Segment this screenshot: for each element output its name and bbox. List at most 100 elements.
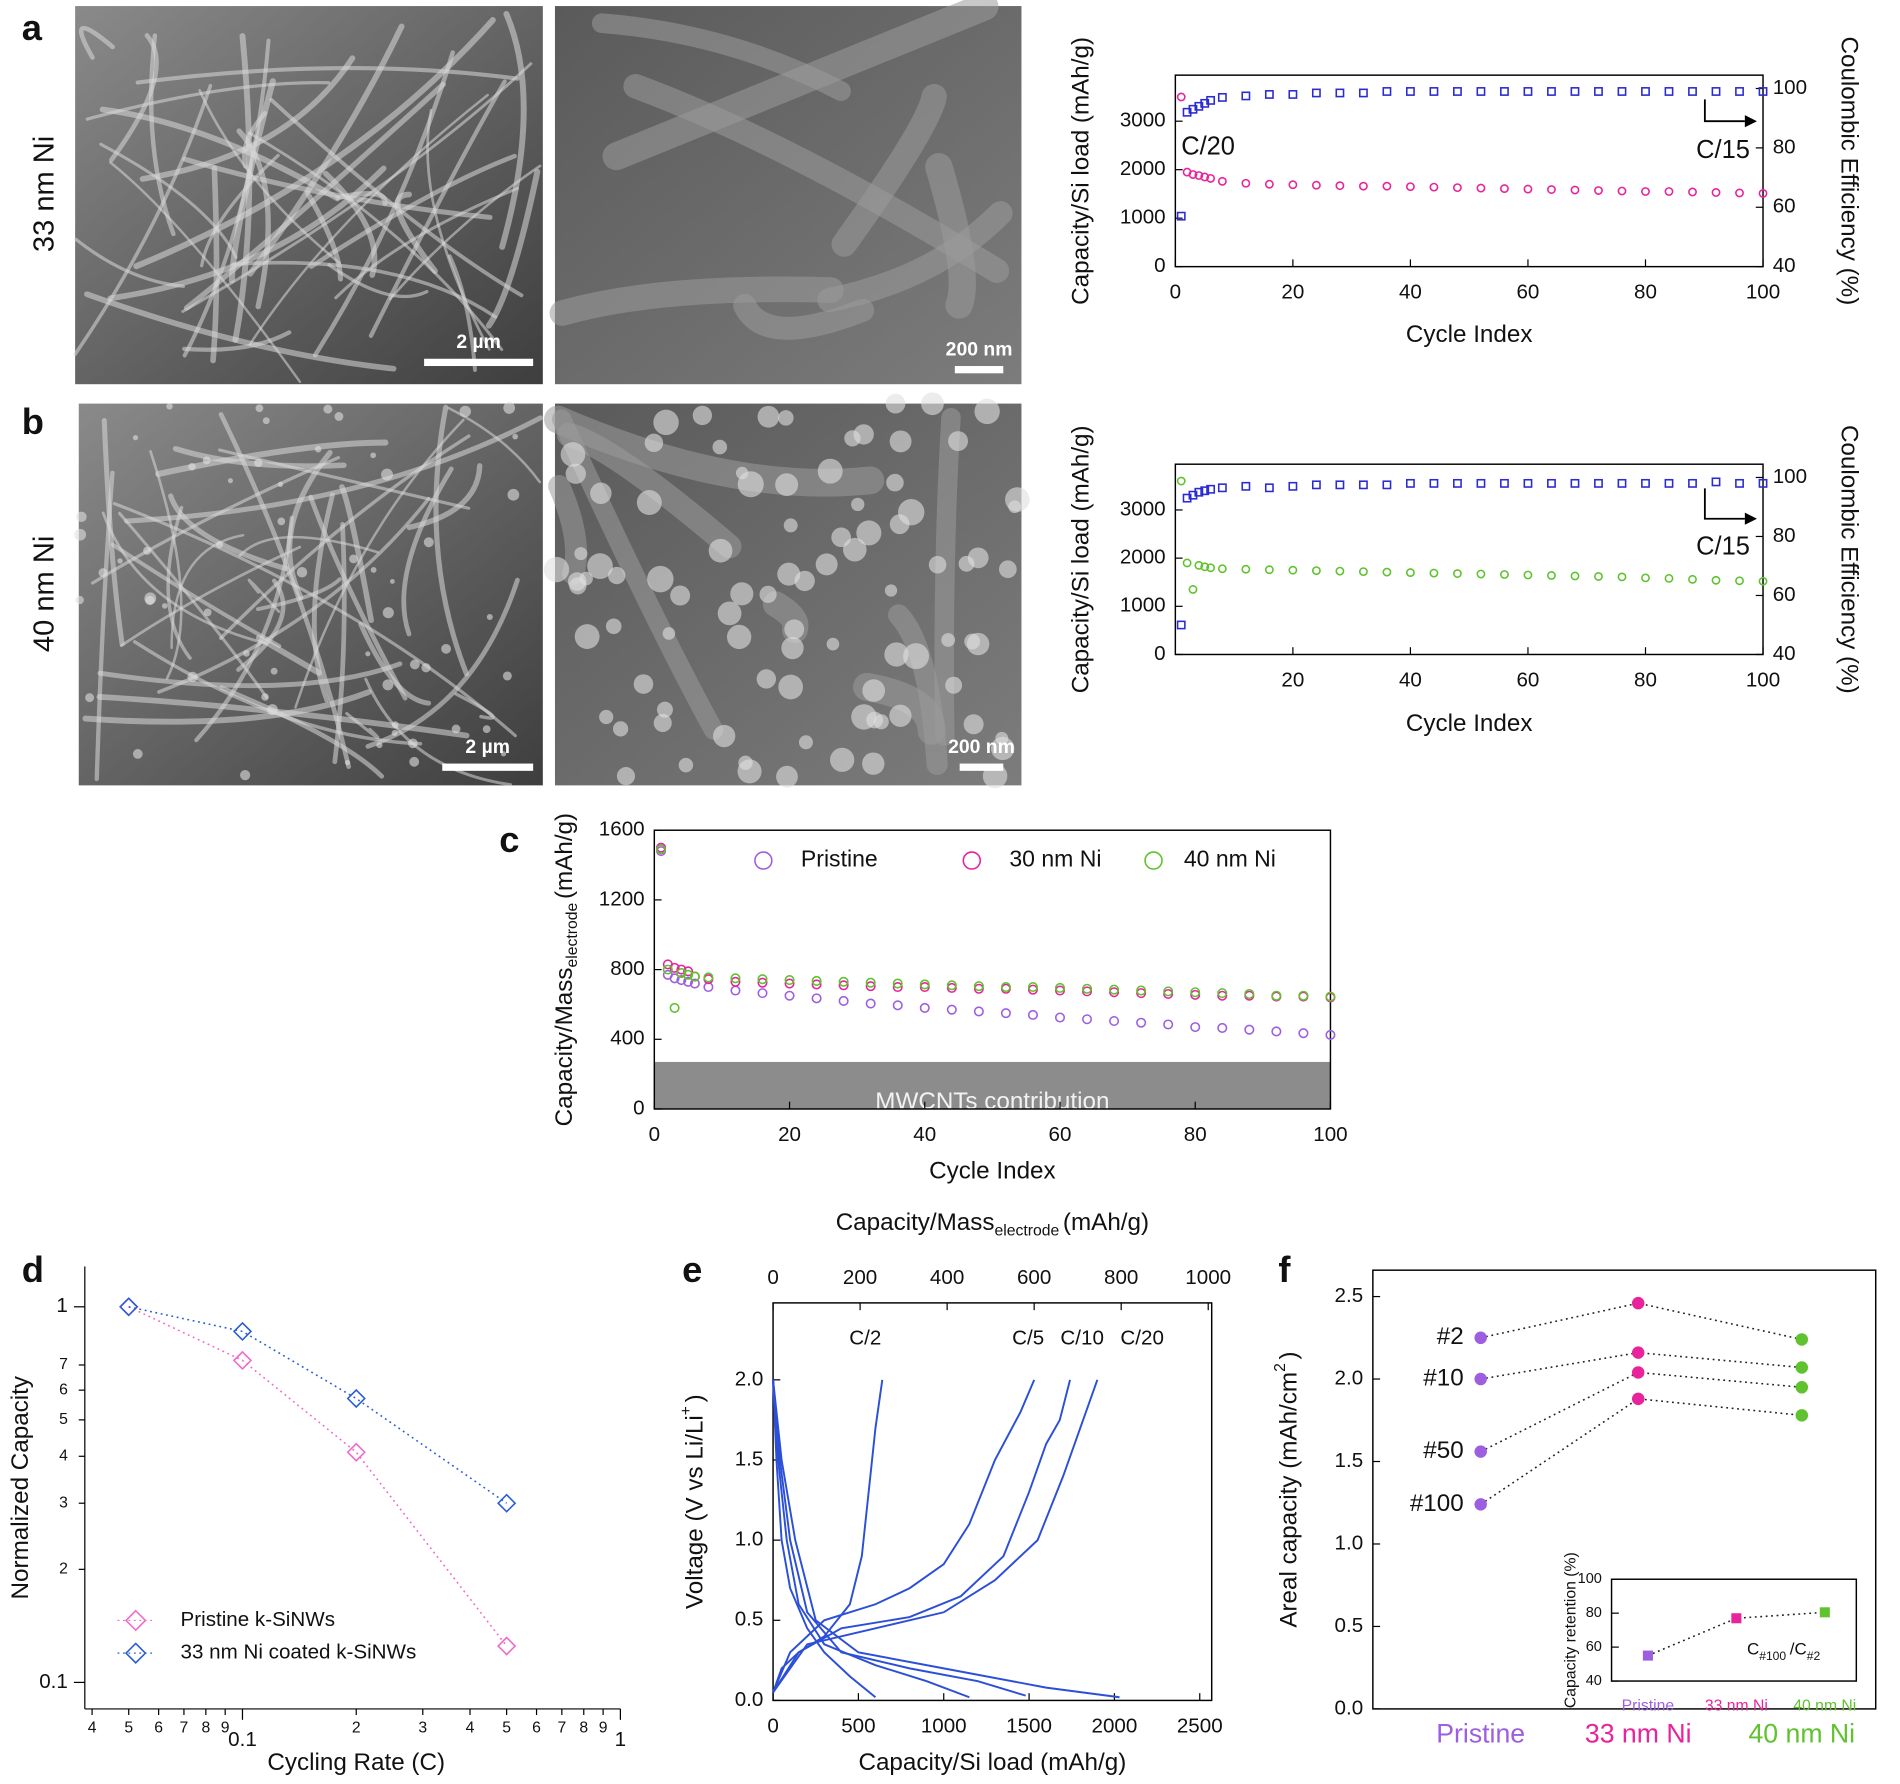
marker <box>703 972 714 983</box>
particle <box>314 446 322 453</box>
fibre <box>345 711 380 740</box>
particle <box>726 624 752 650</box>
particle <box>75 595 84 605</box>
particle <box>636 490 662 515</box>
x-tick-label: 60 <box>1516 669 1539 692</box>
series-label: #2 <box>1437 1323 1464 1350</box>
particle <box>277 517 286 526</box>
particle <box>958 555 975 572</box>
particle <box>277 481 284 487</box>
series-line <box>128 1306 508 1504</box>
y-tick-label: 1600 <box>599 818 645 841</box>
marker <box>1594 87 1603 96</box>
marker <box>1382 181 1392 191</box>
y-axis-title: Areal capacity (mAh/cm2) <box>1272 1351 1303 1627</box>
particle <box>712 439 728 455</box>
marker <box>1617 186 1627 196</box>
marker <box>1190 987 1201 998</box>
marker <box>1711 477 1721 487</box>
particle <box>188 463 196 471</box>
sem-texture <box>73 0 1030 789</box>
rate-arrow <box>1703 488 1745 520</box>
x-tick-label: 2000 <box>1092 1715 1138 1738</box>
fibre <box>110 542 282 649</box>
marker <box>1217 988 1228 999</box>
fibre <box>183 81 446 311</box>
fibre <box>107 165 387 302</box>
fibre <box>73 83 213 357</box>
y-tick-label: 400 <box>610 1027 644 1050</box>
particle <box>783 518 798 533</box>
marker <box>730 973 741 984</box>
fibre <box>135 66 520 85</box>
marker <box>919 979 930 990</box>
particle <box>215 541 224 549</box>
y-tick-label: 1.5 <box>1335 1449 1364 1472</box>
marker <box>676 964 687 975</box>
x-tick-label: 500 <box>841 1715 875 1738</box>
panel-letter: d <box>22 1249 44 1290</box>
fibre <box>334 186 519 300</box>
legend-label: 33 nm Ni coated k-SiNWs <box>181 1641 417 1664</box>
marker <box>1547 571 1556 580</box>
x2-tick-label: 600 <box>1017 1266 1051 1289</box>
marker <box>1217 92 1227 102</box>
particle <box>482 725 491 734</box>
x-axis-title: Cycle Index <box>1406 321 1533 348</box>
series-line <box>128 1306 508 1647</box>
fibre <box>322 170 378 278</box>
particle <box>605 618 622 635</box>
marker <box>1217 176 1227 186</box>
marker <box>1453 87 1462 96</box>
y-axis-title-part: Areal capacity (mAh/cm <box>1276 1372 1303 1628</box>
y2-axis-title: Coulombic Efficiency (%) <box>1835 37 1862 306</box>
x-tick-label: 0 <box>767 1715 778 1738</box>
panel-letter: a <box>22 7 43 48</box>
particle <box>344 759 351 766</box>
marker <box>1523 184 1533 194</box>
marker <box>1405 182 1415 192</box>
marker <box>1325 1029 1336 1040</box>
marker <box>1335 181 1345 191</box>
marker <box>1311 566 1321 576</box>
y-axis-title: Capacity retention (%) <box>1563 1552 1580 1708</box>
x2-axis-title-part: electrode <box>995 1223 1060 1240</box>
marker <box>1641 87 1650 96</box>
x2-axis-title: Capacity/Masselectrode (mAh/g) <box>836 1210 1149 1240</box>
particle <box>757 405 780 428</box>
marker <box>1054 1012 1066 1023</box>
y2-axis-title: Coulombic Efficiency (%) <box>1835 425 1862 694</box>
particle <box>713 724 736 748</box>
marker <box>1264 483 1274 493</box>
marker <box>1735 478 1744 488</box>
particle <box>889 704 912 727</box>
plot-frame <box>1174 74 1764 268</box>
y-axis-title-part: Voltage (V vs Li/Li <box>682 1415 709 1609</box>
marker <box>1325 991 1336 1002</box>
particle <box>240 770 251 781</box>
scale-bar-label: 2 µm <box>456 331 501 353</box>
marker <box>1453 183 1462 193</box>
particle <box>370 452 377 459</box>
fibre <box>247 23 405 277</box>
x-tick-label: 4 <box>88 1719 97 1736</box>
particle <box>323 404 333 414</box>
marker <box>730 985 741 996</box>
y-tick-label: 2000 <box>1120 157 1166 180</box>
fibre <box>82 689 372 725</box>
marker <box>1476 478 1486 488</box>
marker <box>1288 180 1298 190</box>
x-tick-label: 8 <box>201 1719 210 1736</box>
marker <box>1200 562 1210 572</box>
particle <box>815 553 838 576</box>
y-axis-title-part: + <box>678 1406 695 1415</box>
marker <box>973 1006 984 1017</box>
particle <box>117 558 123 564</box>
marker <box>1474 1445 1487 1458</box>
marker <box>1453 569 1462 578</box>
particle <box>647 565 674 593</box>
particle <box>574 624 600 649</box>
particle <box>966 632 990 656</box>
particle <box>587 553 613 580</box>
y-tick-label: 2.0 <box>735 1367 764 1390</box>
